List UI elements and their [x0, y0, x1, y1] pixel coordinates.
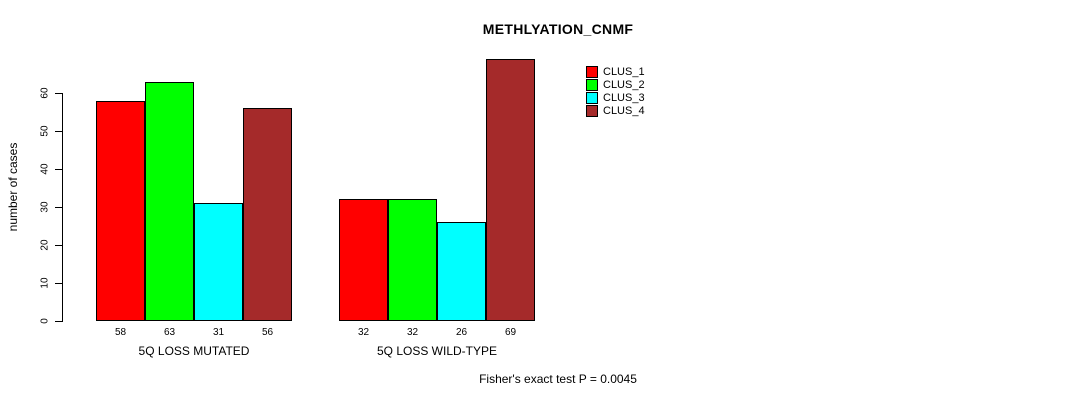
y-axis-tick-label: 0: [39, 318, 51, 324]
legend-label: CLUS_3: [603, 92, 645, 104]
bar-value-label: 58: [114, 327, 127, 338]
x-category-label-mutated: 5Q LOSS MUTATED: [138, 344, 250, 358]
legend-swatch-clus_3: [586, 92, 598, 104]
bar-value-label: 63: [163, 327, 176, 338]
legend-swatch-clus_1: [586, 66, 598, 78]
legend-swatch-clus_2: [586, 79, 598, 91]
y-axis-tick: [55, 169, 63, 170]
bar-clus_2-group1: [145, 81, 194, 321]
bar-value-label: 32: [357, 327, 370, 338]
legend-item-clus_1: CLUS_1: [586, 66, 645, 78]
y-axis-tick: [55, 131, 63, 132]
bar-clus_4-group2: [486, 58, 535, 321]
y-axis-tick-label: 30: [39, 201, 51, 213]
bar-value-label: 31: [212, 327, 225, 338]
bar-value-label: 56: [261, 327, 274, 338]
bar-clus_4-group1: [243, 108, 292, 321]
x-category-label-wildtype: 5Q LOSS WILD-TYPE: [376, 344, 498, 358]
legend-item-clus_3: CLUS_3: [586, 92, 645, 104]
y-axis-tick-label: 20: [39, 239, 51, 251]
y-axis-tick: [55, 207, 63, 208]
y-axis-tick-label: 50: [39, 125, 51, 137]
legend-item-clus_2: CLUS_2: [586, 79, 645, 91]
y-axis-tick-label: 60: [39, 87, 51, 99]
legend-label: CLUS_1: [603, 66, 645, 78]
bar-value-label: 26: [455, 327, 468, 338]
annotation-text: Fisher's exact test P = 0.0045: [479, 372, 637, 386]
chart-title: METHLYATION_CNMF: [482, 21, 634, 37]
bar-clus_3-group1: [194, 203, 243, 321]
bar-clus_2-group2: [388, 199, 437, 321]
bar-clus_1-group1: [96, 100, 145, 321]
y-axis-tick: [55, 321, 63, 322]
y-axis-tick: [55, 245, 63, 246]
bar-clus_3-group2: [437, 222, 486, 321]
y-axis-label: number of cases: [6, 142, 20, 232]
bar-value-label: 69: [504, 327, 517, 338]
legend-item-clus_4: CLUS_4: [586, 105, 645, 117]
legend-label: CLUS_4: [603, 105, 645, 117]
legend: CLUS_1 CLUS_2 CLUS_3 CLUS_4: [586, 66, 645, 118]
bar-clus_1-group2: [339, 199, 388, 321]
y-axis-tick-label: 10: [39, 277, 51, 289]
y-axis-tick: [55, 93, 63, 94]
legend-label: CLUS_2: [603, 79, 645, 91]
bar-value-label: 32: [406, 327, 419, 338]
y-axis-tick-label: 40: [39, 163, 51, 175]
legend-swatch-clus_4: [586, 105, 598, 117]
y-axis-tick: [55, 283, 63, 284]
